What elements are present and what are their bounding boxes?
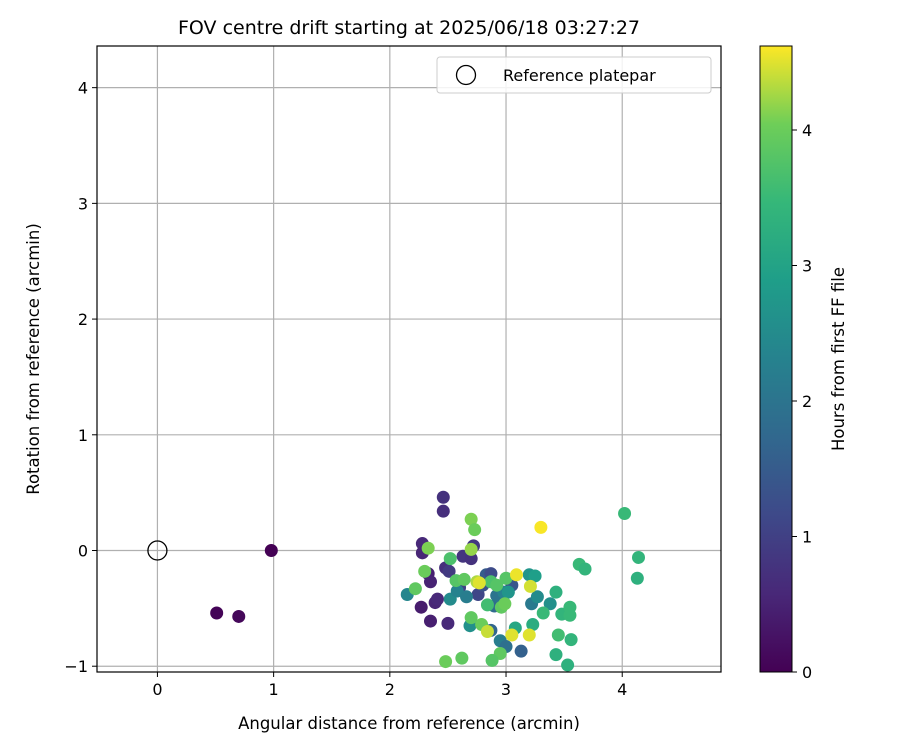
x-tick-label: 1 <box>269 680 279 699</box>
data-point <box>564 633 578 647</box>
colorbar-gradient <box>759 45 793 673</box>
data-point <box>455 651 469 665</box>
data-point <box>436 490 450 504</box>
data-point <box>501 585 515 599</box>
data-point <box>457 572 471 586</box>
y-tick-label: 1 <box>78 426 88 445</box>
data-point <box>534 520 548 534</box>
x-tick-label: 2 <box>385 680 395 699</box>
data-point <box>526 618 540 632</box>
data-point <box>464 542 478 556</box>
data-point <box>514 644 528 658</box>
legend-marker-reference <box>455 64 477 86</box>
colorbar-ticks: 0 1 2 3 4 <box>792 121 812 682</box>
colorbar: 0 1 2 3 4 Hours from first FF file <box>759 45 848 682</box>
data-point <box>536 606 550 620</box>
reference-layer <box>147 540 168 561</box>
data-point <box>509 568 523 582</box>
data-point <box>430 592 444 606</box>
legend: Reference platepar <box>436 56 712 94</box>
data-point <box>551 628 565 642</box>
colorbar-tick-label: 1 <box>802 528 812 547</box>
y-tick-label: 4 <box>78 79 88 98</box>
grid-lines <box>97 46 721 672</box>
data-point <box>522 628 536 642</box>
data-point <box>232 609 246 623</box>
data-point <box>618 506 632 520</box>
colorbar-tick-label: 2 <box>802 392 812 411</box>
y-tick-label: −1 <box>64 657 88 676</box>
data-point <box>468 523 482 537</box>
chart-title: FOV centre drift starting at 2025/06/18 … <box>178 17 640 39</box>
data-point <box>499 571 513 585</box>
data-point <box>578 562 592 576</box>
data-point <box>264 544 278 558</box>
x-tick-label: 0 <box>152 680 162 699</box>
data-point <box>464 512 478 526</box>
data-point <box>563 608 577 622</box>
colorbar-tick-label: 3 <box>802 257 812 276</box>
x-tick-label: 3 <box>501 680 511 699</box>
data-point <box>523 579 537 593</box>
data-point <box>421 541 435 555</box>
data-point <box>464 611 478 625</box>
legend-box <box>436 56 712 94</box>
data-point <box>530 590 544 604</box>
colorbar-tick-label: 4 <box>802 121 812 140</box>
data-point <box>528 569 542 583</box>
colorbar-tick-label: 0 <box>802 663 812 682</box>
data-point <box>630 571 644 585</box>
legend-entry-reference: Reference platepar <box>503 66 656 85</box>
data-point <box>418 564 432 578</box>
y-tick-label: 0 <box>78 542 88 561</box>
plot-frame <box>96 45 722 673</box>
data-point <box>498 597 512 611</box>
data-point <box>443 552 457 566</box>
y-tick-label: 2 <box>78 310 88 329</box>
data-point <box>490 578 504 592</box>
data-point <box>423 575 437 589</box>
data-point <box>480 598 494 612</box>
data-point <box>480 625 494 639</box>
data-point <box>423 614 437 628</box>
colorbar-label: Hours from first FF file <box>829 267 848 451</box>
data-point <box>561 658 575 672</box>
data-point <box>414 600 428 614</box>
data-point <box>543 597 557 611</box>
data-point <box>549 648 563 662</box>
data-point <box>631 550 645 564</box>
data-point <box>450 584 464 598</box>
data-point <box>460 590 474 604</box>
data-point <box>505 628 519 642</box>
y-tick-label: 3 <box>78 194 88 213</box>
data-point <box>439 655 453 669</box>
y-axis-label: Rotation from reference (arcmin) <box>24 223 43 495</box>
x-tick-label: 4 <box>617 680 627 699</box>
data-point <box>442 564 456 578</box>
data-point <box>485 653 499 667</box>
data-point <box>464 552 478 566</box>
data-point <box>210 606 224 620</box>
data-point <box>472 576 486 590</box>
x-axis-label: Angular distance from reference (arcmin) <box>238 714 580 733</box>
data-point <box>408 582 422 596</box>
data-point <box>441 616 455 630</box>
data-point <box>549 585 563 599</box>
reference-marker <box>147 540 168 561</box>
axis-ticks: 0 1 2 3 4 −1 0 1 2 3 4 <box>64 79 627 699</box>
data-point <box>436 504 450 518</box>
scatter-points <box>210 490 645 672</box>
